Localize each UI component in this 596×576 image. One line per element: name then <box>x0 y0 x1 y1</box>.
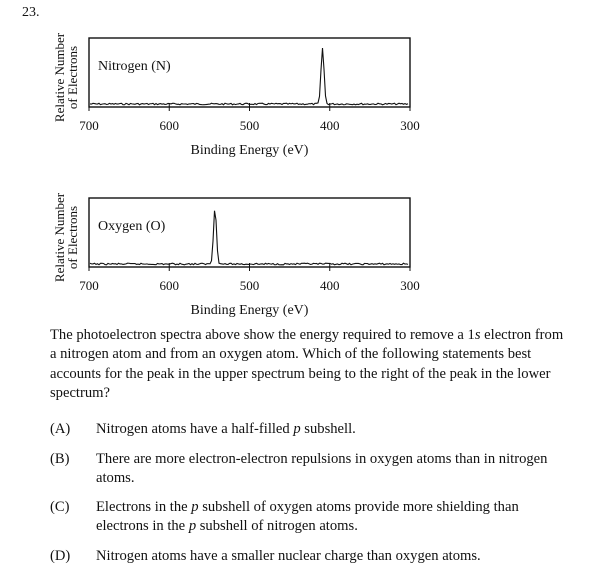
stem-text-part2: electron from a nitrogen atom and from a… <box>50 327 564 402</box>
x-tick-label: 600 <box>160 118 180 133</box>
choice-text: Nitrogen atoms have a half-filled p subs… <box>96 421 356 437</box>
choice-letter: (D) <box>50 548 71 564</box>
spectrum-trace <box>89 210 409 266</box>
x-tick-label: 500 <box>240 118 260 133</box>
x-tick-label: 400 <box>320 278 340 293</box>
y-axis-label-line1: Relative Number <box>52 32 67 122</box>
x-axis-label: Binding Energy (eV) <box>191 303 309 318</box>
y-axis-label-line1: Relative Number <box>52 192 67 282</box>
element-label: Oxygen (O) <box>98 219 166 234</box>
x-tick-label: 500 <box>240 278 260 293</box>
x-tick-label: 700 <box>79 278 99 293</box>
x-tick-label: 300 <box>400 278 420 293</box>
choice-text: Nitrogen atoms have a smaller nuclear ch… <box>96 548 481 564</box>
choice-text: Electrons in the p subshell of oxygen at… <box>96 499 519 535</box>
x-axis-label: Binding Energy (eV) <box>191 143 309 158</box>
x-tick-label: 600 <box>160 278 180 293</box>
choice-text: There are more electron-electron repulsi… <box>96 451 548 487</box>
y-axis-label-line2: of Electrons <box>65 46 80 109</box>
choice-letter: (B) <box>50 451 70 467</box>
element-label: Nitrogen (N) <box>98 59 171 74</box>
x-tick-label: 400 <box>320 118 340 133</box>
y-axis-label-line2: of Electrons <box>65 206 80 269</box>
choice-letter: (A) <box>50 421 71 437</box>
question-number: 23. <box>22 5 40 20</box>
spectrum-trace <box>89 48 409 106</box>
x-tick-label: 300 <box>400 118 420 133</box>
choice-letter: (C) <box>50 499 70 515</box>
x-tick-label: 700 <box>79 118 99 133</box>
stem-subshell-s: s <box>474 327 481 343</box>
question-stem: The photoelectron spectra above show the… <box>50 326 570 404</box>
stem-text-part1: The photoelectron spectra above show the… <box>50 327 475 343</box>
